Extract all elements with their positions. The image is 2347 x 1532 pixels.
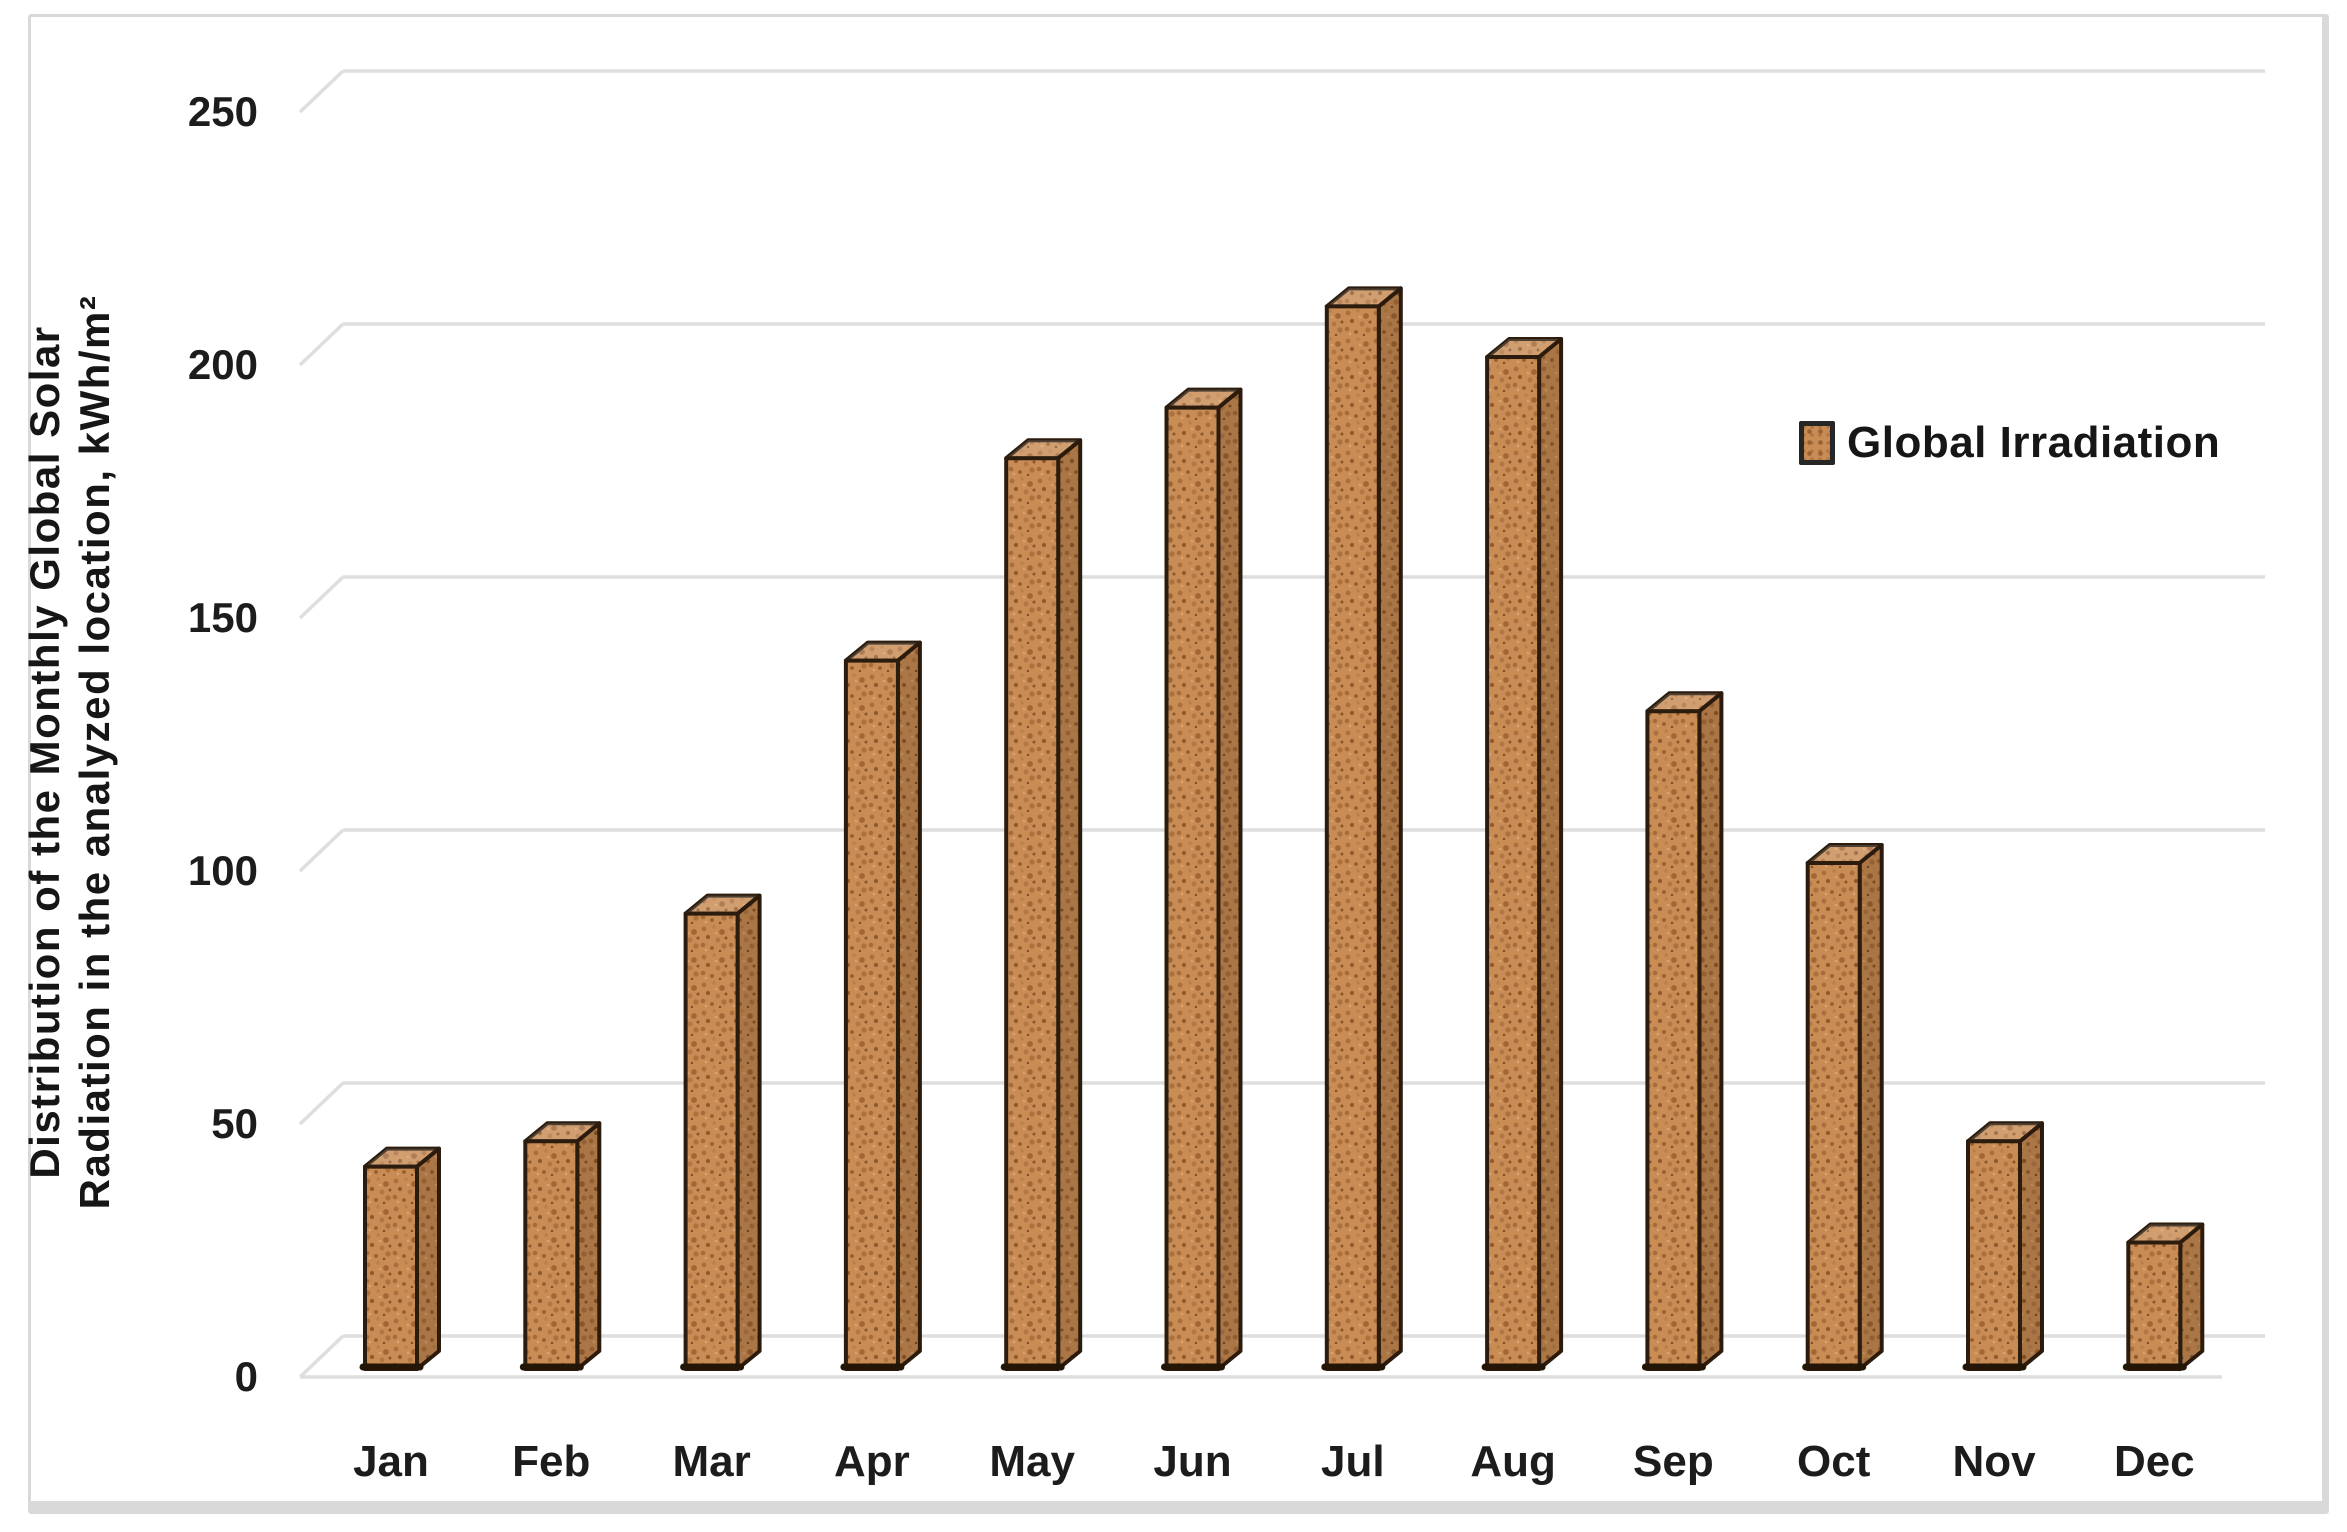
gridline-diagonal-50 xyxy=(298,1081,345,1126)
bar-side-shade xyxy=(1859,845,1882,1369)
legend: Global Irradiation xyxy=(1799,418,2220,468)
gridline-diagonal-150 xyxy=(298,575,345,620)
bar-front-face xyxy=(683,911,740,1371)
bar-jan xyxy=(359,1146,441,1371)
bar-front-face xyxy=(1485,355,1542,1371)
bar-front-face xyxy=(1966,1139,2022,1372)
bar-side-shade xyxy=(2180,1224,2203,1369)
x-label-oct: Oct xyxy=(1797,1437,1871,1486)
bar-front-face xyxy=(1324,304,1381,1371)
x-label-apr: Apr xyxy=(834,1437,910,1486)
y-tick-label-200: 200 xyxy=(187,341,258,388)
x-label-jul: Jul xyxy=(1321,1437,1385,1486)
bar-apr xyxy=(840,640,922,1371)
bar-feb xyxy=(519,1121,602,1372)
y-tick-label-0: 0 xyxy=(234,1353,258,1400)
gridline-diagonal-0 xyxy=(298,1334,345,1379)
bar-side-shade xyxy=(577,1123,600,1369)
bar-front-face xyxy=(843,658,900,1371)
legend-label: Global Irradiation xyxy=(1847,418,2221,467)
y-tick-label-50: 50 xyxy=(211,1100,258,1147)
x-label-dec: Dec xyxy=(2113,1437,2195,1486)
gridlines xyxy=(298,69,2265,1379)
x-label-mar: Mar xyxy=(672,1437,751,1486)
bar-jul xyxy=(1321,286,1403,1371)
y-tick-label-100: 100 xyxy=(187,847,258,894)
bar-jun xyxy=(1161,387,1243,1372)
bar-front-face xyxy=(1805,861,1862,1371)
bar-aug xyxy=(1481,337,1564,1371)
bar-series xyxy=(359,286,2205,1372)
bar-side-shade xyxy=(897,642,920,1369)
bar-side-shade xyxy=(1539,339,1562,1369)
bar-front-face xyxy=(523,1139,580,1372)
bar-may xyxy=(1000,438,1083,1371)
bar-front-face xyxy=(1164,405,1221,1372)
x-label-jan: Jan xyxy=(353,1437,429,1486)
y-axis-title-line1: Distribution of the Monthly Global Solar xyxy=(21,325,68,1179)
y-axis-title-line2: Radiation in the analyzed location, kWh/… xyxy=(71,294,118,1210)
x-label-nov: Nov xyxy=(1952,1437,2036,1486)
x-label-aug: Aug xyxy=(1470,1437,1556,1486)
bar-front-face xyxy=(1645,709,1702,1371)
bar-nov xyxy=(1962,1121,2044,1372)
y-tick-label-150: 150 xyxy=(187,594,258,641)
gridline-diagonal-200 xyxy=(298,322,345,367)
bar-front-face xyxy=(1004,456,1061,1371)
bar-side-shade xyxy=(1378,288,1401,1369)
bar-side-shade xyxy=(2020,1123,2042,1369)
bar-front-face xyxy=(2126,1240,2183,1371)
y-axis-title: Distribution of the Monthly Global Solar… xyxy=(20,102,120,1402)
bar-sep xyxy=(1641,691,1724,1371)
x-label-jun: Jun xyxy=(1153,1437,1232,1486)
bar-front-face xyxy=(363,1164,419,1371)
bar-side-shade xyxy=(417,1148,439,1369)
x-label-sep: Sep xyxy=(1633,1437,1714,1486)
bar-side-shade xyxy=(1699,693,1722,1369)
bar-oct xyxy=(1802,843,1884,1371)
x-label-may: May xyxy=(989,1437,1075,1486)
gridline-diagonal-100 xyxy=(298,828,345,873)
x-label-feb: Feb xyxy=(512,1437,591,1486)
bar-mar xyxy=(680,893,762,1371)
bar-side-shade xyxy=(737,895,760,1369)
bar-dec xyxy=(2122,1222,2205,1371)
gridline-diagonal-250 xyxy=(298,69,345,114)
legend-swatch-icon xyxy=(1799,421,1835,465)
bar-side-shade xyxy=(1058,440,1081,1369)
bar-side-shade xyxy=(1218,389,1241,1370)
y-tick-label-250: 250 xyxy=(187,88,258,135)
